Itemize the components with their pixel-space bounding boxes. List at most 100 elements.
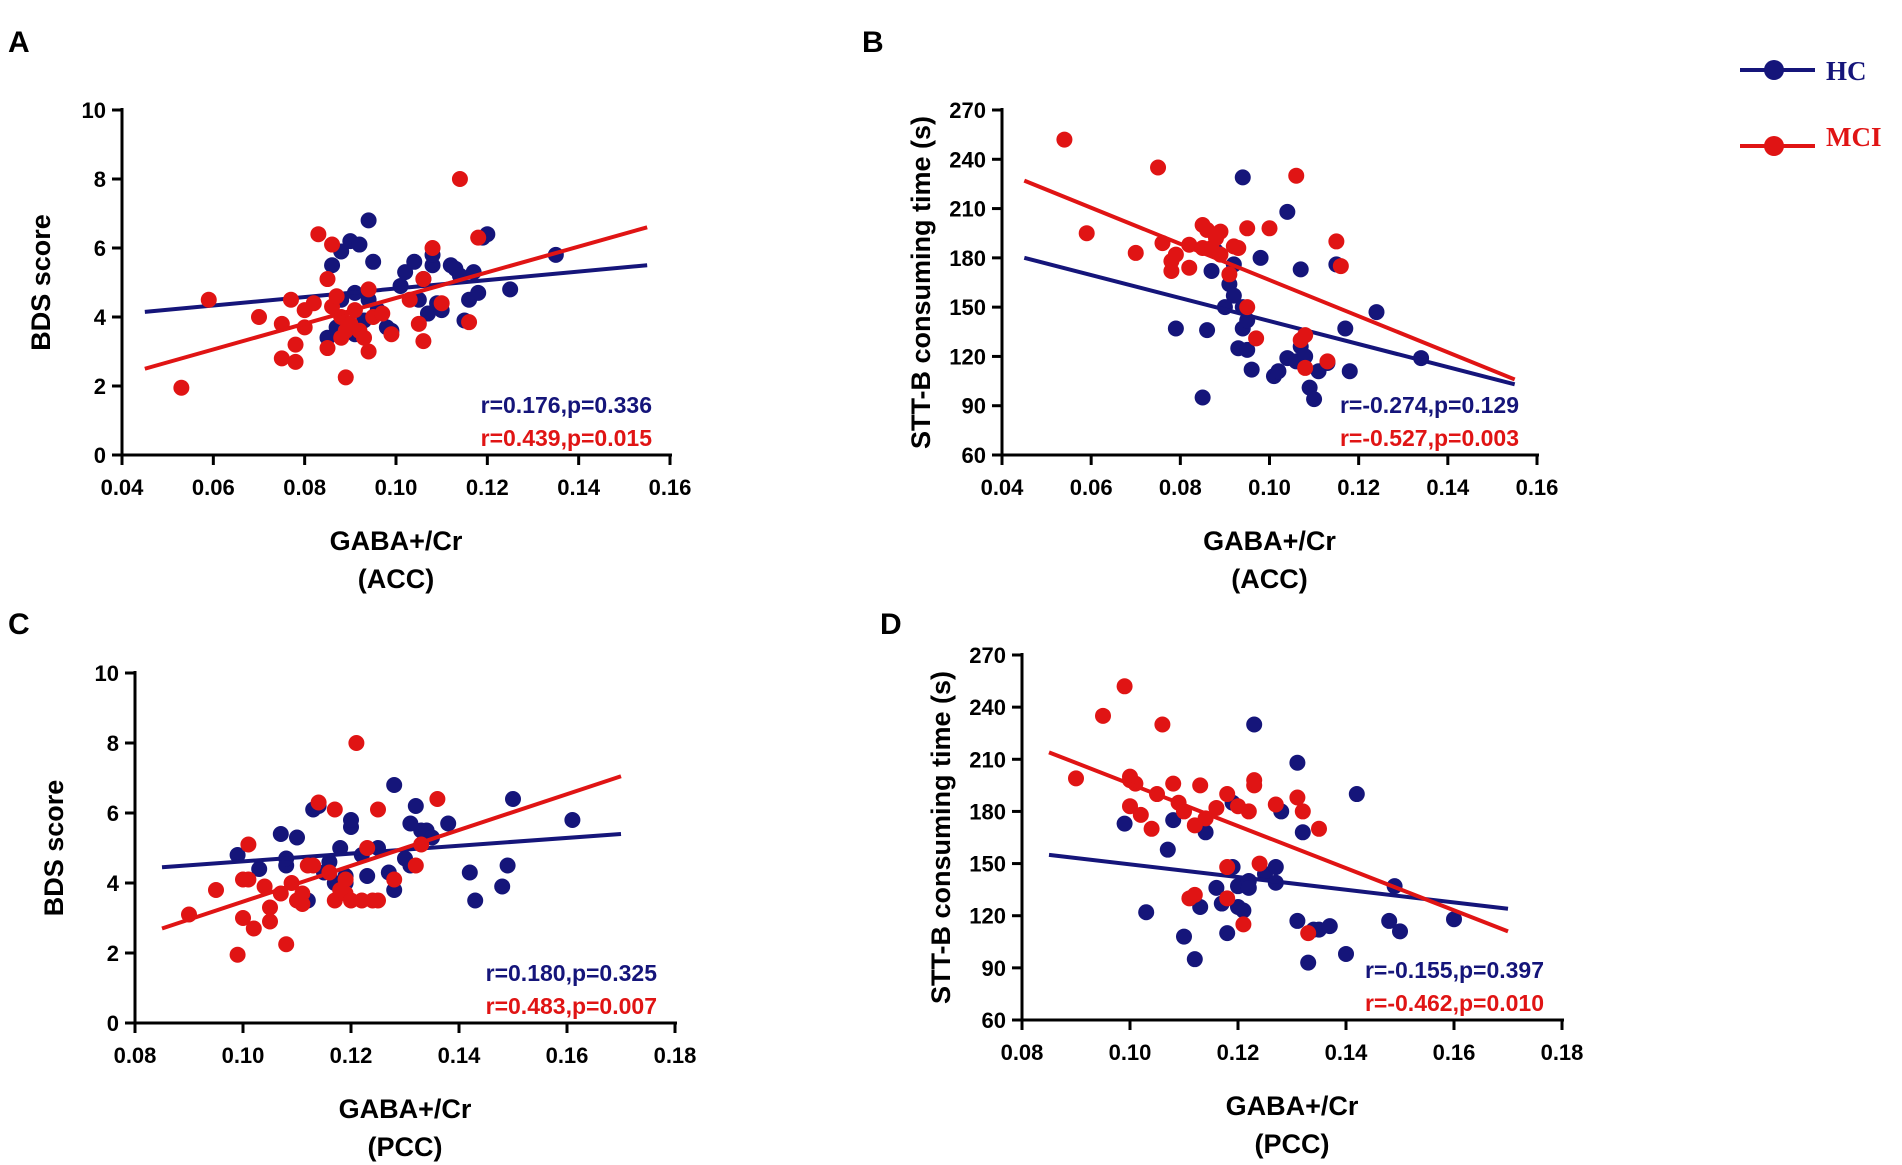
y-tick-label-d: 270 (969, 643, 1006, 668)
point-mci-b (1239, 220, 1256, 237)
y-tick-label-d: 180 (969, 799, 1006, 824)
legend-hc-marker (1764, 60, 1784, 80)
point-hc-c (359, 868, 376, 884)
y-tick-label-c: 4 (107, 871, 120, 896)
point-mci-d (1311, 820, 1327, 837)
point-mci-a (383, 326, 400, 343)
point-mci-a (374, 305, 391, 322)
point-mci-b (1221, 266, 1238, 283)
point-mci-d (1143, 820, 1160, 837)
point-mci-a (328, 288, 345, 305)
point-mci-b (1230, 240, 1247, 256)
y-tick-label-a: 10 (82, 98, 106, 123)
regression-line-hc-a (144, 263, 648, 314)
point-hc-d (1240, 879, 1257, 896)
y-tick-label-b: 210 (949, 197, 986, 222)
point-hc-d (1159, 841, 1176, 858)
point-hc-d (1235, 902, 1252, 919)
panel-letter-d: D (880, 608, 902, 641)
regression-line-mci-a (144, 225, 648, 371)
point-hc-d (1294, 824, 1311, 841)
point-mci-a (310, 226, 327, 243)
y-tick-label-d: 120 (969, 904, 1006, 929)
x-tick-label-c: 0.12 (330, 1043, 373, 1068)
point-mci-c (256, 878, 273, 895)
panel-c: C 0.08 0.10 0.12 0.14 0.16 0.18 0 2 4 6 8 10 BDS scor… (8, 608, 696, 1162)
point-hc-c (407, 798, 424, 814)
point-mci-c (310, 794, 327, 811)
point-mci-c (262, 899, 278, 916)
point-hc-b (1337, 320, 1354, 337)
y-tick-label-b: 120 (949, 344, 986, 369)
point-mci-d (1192, 777, 1209, 794)
x-tick-label-b: 0.12 (1337, 475, 1380, 500)
point-hc-d (1289, 754, 1306, 771)
point-mci-b (1288, 167, 1305, 184)
point-hc-a (419, 305, 436, 322)
x-tick-label-c: 0.10 (222, 1043, 265, 1068)
x-axis-label-b: (ACC) (1231, 564, 1307, 594)
panel-letter-a: A (8, 26, 30, 59)
point-hc-b (1167, 320, 1184, 337)
point-mci-a (360, 343, 377, 360)
point-hc-d (1116, 815, 1133, 832)
point-mci-a (251, 309, 267, 325)
point-hc-d (1138, 904, 1155, 921)
point-hc-d (1219, 925, 1236, 942)
point-mci-a (461, 314, 478, 331)
x-tick-label-a: 0.10 (375, 475, 418, 500)
point-mci-c (278, 936, 295, 953)
x-tick-label-c: 0.14 (438, 1043, 482, 1068)
y-tick-label-d: 210 (969, 747, 1006, 772)
y-tick-label-a: 2 (94, 374, 106, 399)
y-axis-label-d: STT-B consuming time (s) (926, 671, 956, 1004)
point-mci-d (1165, 775, 1182, 792)
point-hc-c (461, 864, 478, 881)
point-hc-b (1199, 322, 1216, 339)
point-mci-a (337, 369, 354, 386)
point-mci-a (451, 171, 468, 187)
point-mci-d (1132, 806, 1149, 823)
point-mci-d (1219, 890, 1236, 907)
x-tick-label-b: 0.08 (1159, 475, 1202, 500)
y-tick-label-d: 60 (982, 1008, 1006, 1033)
point-hc-b (1297, 348, 1314, 365)
point-mci-d (1068, 770, 1084, 787)
point-hc-c (289, 829, 305, 846)
point-hc-c (386, 777, 403, 793)
point-mci-c (208, 882, 224, 898)
x-tick-label-b: 0.10 (1248, 475, 1291, 500)
point-hc-d (1381, 912, 1398, 929)
y-tick-label-b: 60 (962, 443, 986, 468)
y-tick-label-c: 0 (107, 1011, 119, 1036)
x-tick-label-a: 0.12 (466, 475, 509, 500)
series-mci-a: r=0.439,p=0.015 (144, 171, 652, 451)
x-axis-label-b: GABA+/Cr (1203, 526, 1336, 556)
x-tick-label-c: 0.18 (654, 1043, 697, 1068)
x-tick-label-a: 0.14 (557, 475, 601, 500)
y-tick-label-b: 180 (949, 246, 986, 271)
point-mci-d (1251, 855, 1268, 872)
point-mci-c (235, 910, 251, 926)
x-tick-label-b: 0.16 (1516, 475, 1559, 500)
point-mci-a (415, 271, 432, 288)
point-mci-a (415, 333, 432, 350)
point-mci-d (1246, 772, 1263, 789)
point-mci-b (1163, 263, 1180, 279)
point-hc-b (1225, 287, 1242, 304)
point-mci-b (1261, 220, 1278, 237)
point-hc-a (365, 253, 382, 270)
point-hc-d (1176, 928, 1192, 945)
point-mci-b (1248, 330, 1265, 347)
regression-line-mci-d (1048, 750, 1509, 934)
point-mci-d (1300, 925, 1317, 942)
point-hc-d (1348, 786, 1365, 803)
x-tick-label-a: 0.06 (192, 475, 235, 500)
series-hc-b: r=-0.274,p=0.129 (1023, 169, 1519, 418)
stat-label-mci-b: r=-0.527,p=0.003 (1340, 425, 1519, 451)
point-mci-a (173, 379, 190, 396)
stat-label-hc-c: r=0.180,p=0.325 (486, 960, 658, 986)
point-mci-b (1297, 359, 1314, 376)
point-mci-b (1127, 244, 1144, 261)
series-mci-b: r=-0.527,p=0.003 (1023, 131, 1519, 451)
